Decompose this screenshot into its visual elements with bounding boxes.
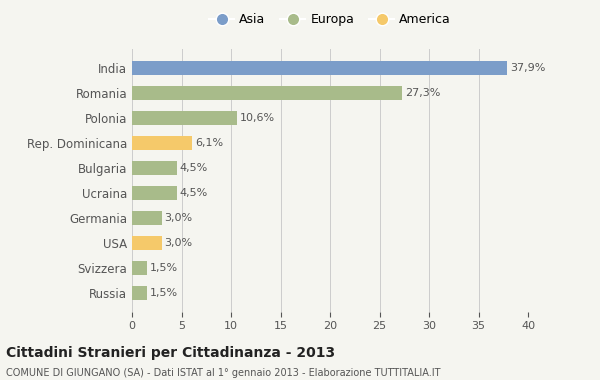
Bar [132, 261, 147, 275]
Text: 37,9%: 37,9% [510, 63, 545, 73]
Bar [132, 61, 507, 75]
Bar [132, 286, 147, 300]
Bar [132, 136, 193, 150]
Bar [132, 211, 162, 225]
Text: COMUNE DI GIUNGANO (SA) - Dati ISTAT al 1° gennaio 2013 - Elaborazione TUTTITALI: COMUNE DI GIUNGANO (SA) - Dati ISTAT al … [6, 368, 440, 378]
Bar [132, 161, 176, 175]
Legend: Asia, Europa, America: Asia, Europa, America [204, 8, 456, 32]
Bar [132, 236, 162, 250]
Text: 27,3%: 27,3% [405, 88, 440, 98]
Text: 3,0%: 3,0% [164, 238, 193, 248]
Bar [132, 86, 402, 100]
Bar [132, 186, 176, 200]
Text: 4,5%: 4,5% [179, 188, 208, 198]
Text: 4,5%: 4,5% [179, 163, 208, 173]
Text: 3,0%: 3,0% [164, 213, 193, 223]
Text: 10,6%: 10,6% [240, 113, 275, 123]
Text: 1,5%: 1,5% [150, 288, 178, 298]
Text: 6,1%: 6,1% [196, 138, 223, 148]
Bar [132, 111, 237, 125]
Text: 1,5%: 1,5% [150, 263, 178, 273]
Text: Cittadini Stranieri per Cittadinanza - 2013: Cittadini Stranieri per Cittadinanza - 2… [6, 346, 335, 360]
